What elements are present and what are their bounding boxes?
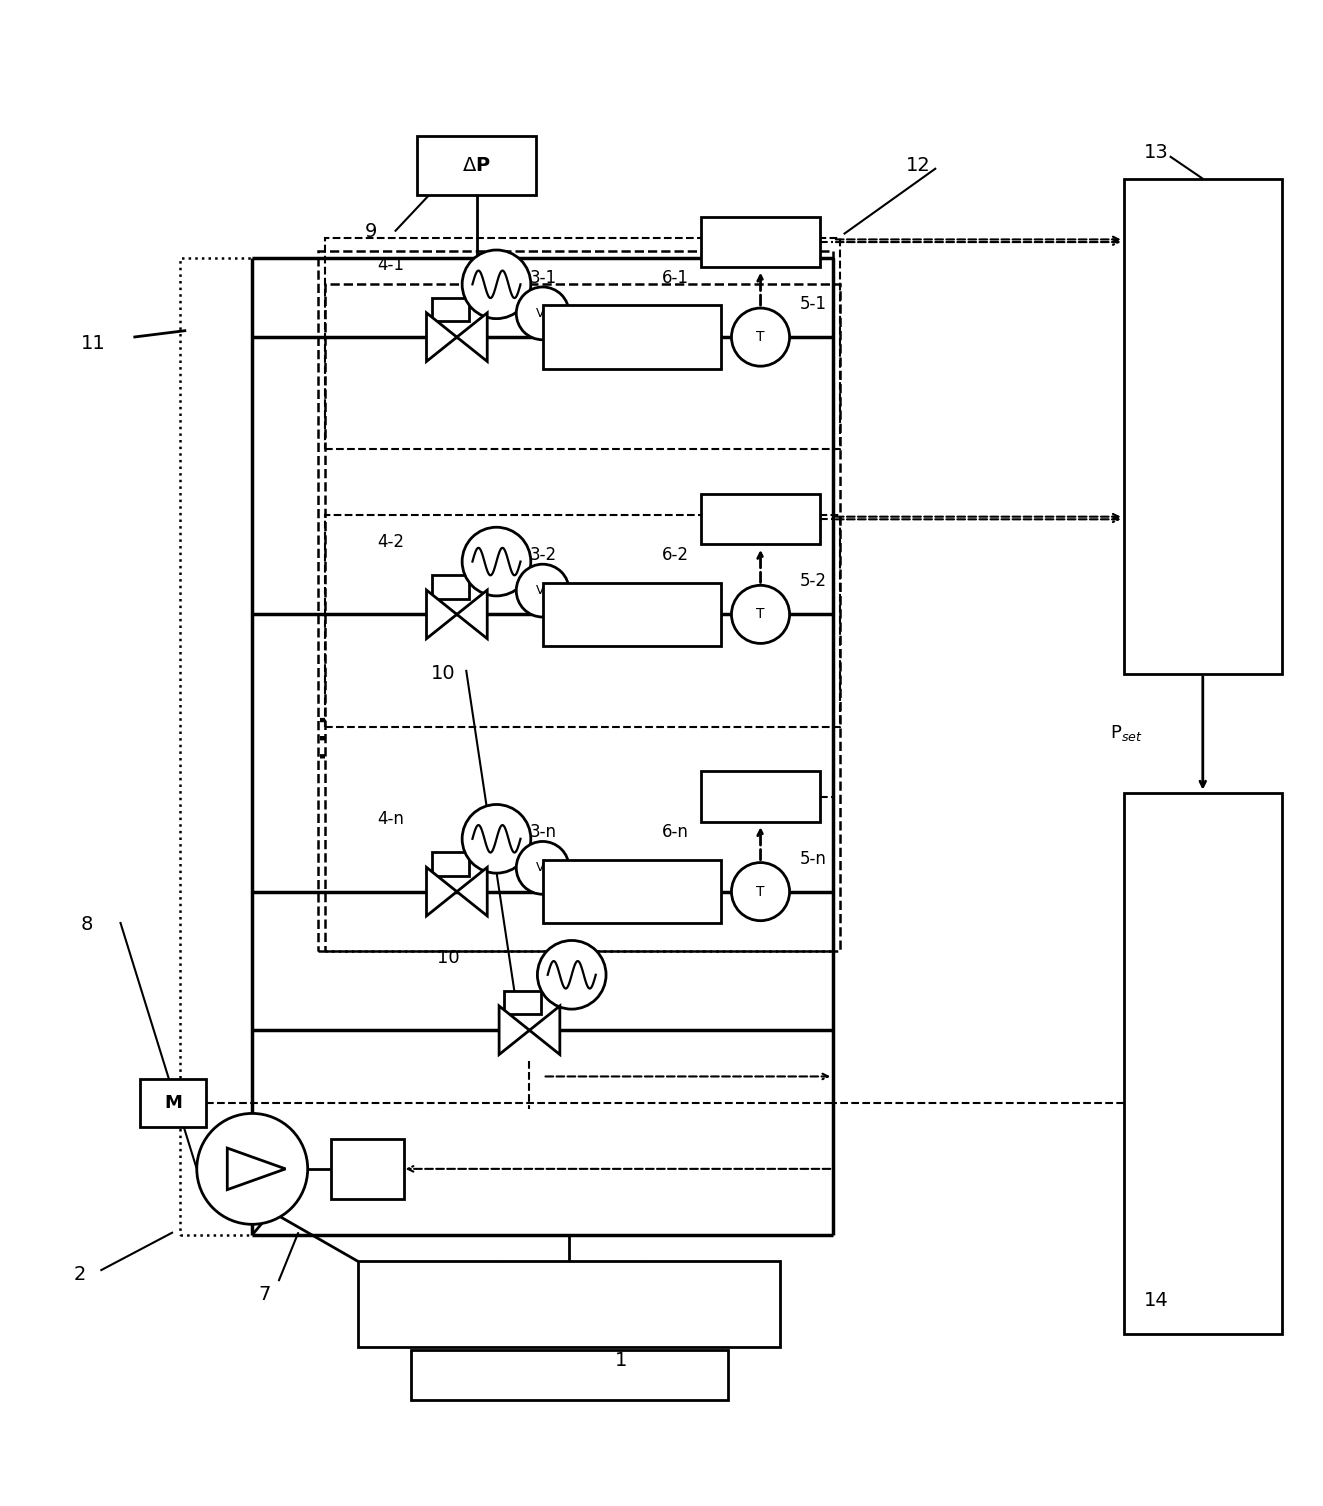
Text: 5-1: 5-1 (800, 295, 827, 313)
Text: 6-1: 6-1 (662, 268, 688, 286)
Text: P$_{set}$: P$_{set}$ (1110, 723, 1143, 742)
Text: 9: 9 (364, 221, 377, 241)
Bar (319, 252, 833, 950)
Text: 4-1: 4-1 (377, 256, 405, 274)
Polygon shape (228, 1148, 286, 1190)
Polygon shape (426, 313, 456, 361)
Bar (325, 285, 840, 950)
Polygon shape (426, 590, 456, 639)
Text: 3-1: 3-1 (529, 268, 557, 286)
Text: T: T (757, 330, 765, 345)
Polygon shape (426, 867, 456, 916)
Bar (542, 860, 721, 923)
Text: 12: 12 (906, 157, 930, 175)
Text: V₁: V₁ (536, 307, 549, 319)
Bar (701, 494, 820, 544)
Circle shape (197, 1113, 308, 1224)
Text: V₂: V₂ (536, 584, 549, 596)
Bar (357, 1262, 781, 1346)
Circle shape (516, 288, 569, 340)
Circle shape (462, 804, 531, 873)
Text: T: T (757, 607, 765, 622)
Bar (410, 1349, 728, 1401)
Text: 11: 11 (81, 334, 106, 354)
Polygon shape (456, 590, 487, 639)
Circle shape (462, 250, 531, 319)
Polygon shape (529, 1006, 560, 1054)
Circle shape (732, 309, 790, 366)
Text: 4-n: 4-n (377, 810, 405, 828)
Bar (504, 991, 541, 1015)
Bar (1123, 179, 1282, 673)
Circle shape (462, 527, 531, 596)
Text: 10: 10 (437, 949, 459, 967)
Bar (332, 1139, 404, 1199)
Text: 6-n: 6-n (662, 824, 688, 842)
Text: M: M (164, 1093, 183, 1111)
Bar (431, 575, 468, 598)
Bar (417, 137, 536, 194)
Bar (325, 515, 840, 726)
Bar (325, 238, 840, 449)
Text: 7: 7 (259, 1285, 271, 1304)
Text: 8: 8 (81, 916, 93, 934)
Text: 4-2: 4-2 (377, 533, 405, 551)
Bar (701, 217, 820, 267)
Text: 3-2: 3-2 (529, 547, 557, 563)
Bar (1123, 792, 1282, 1334)
Text: T: T (757, 884, 765, 899)
Text: 5-n: 5-n (800, 849, 827, 867)
Text: Vₙ: Vₙ (536, 861, 549, 875)
Polygon shape (456, 867, 487, 916)
Text: 6-2: 6-2 (662, 547, 688, 563)
Text: 10: 10 (430, 664, 455, 684)
Text: $\Delta$P: $\Delta$P (462, 157, 491, 175)
Text: 1: 1 (615, 1351, 627, 1370)
Text: · · ·: · · · (312, 714, 337, 761)
Circle shape (732, 863, 790, 920)
Polygon shape (456, 313, 487, 361)
Polygon shape (499, 1006, 529, 1054)
Circle shape (537, 940, 606, 1009)
Bar (542, 583, 721, 646)
Bar (140, 1080, 206, 1126)
Circle shape (516, 842, 569, 895)
Text: 14: 14 (1143, 1291, 1168, 1310)
Bar (701, 771, 820, 822)
Circle shape (516, 565, 569, 617)
Circle shape (732, 586, 790, 643)
Text: 3-n: 3-n (529, 824, 557, 842)
Bar (431, 298, 468, 321)
Text: 5-2: 5-2 (800, 572, 827, 590)
Bar (542, 306, 721, 369)
Text: 13: 13 (1143, 143, 1168, 161)
Bar (180, 258, 833, 1235)
Text: 2: 2 (74, 1265, 86, 1285)
Bar (431, 852, 468, 876)
